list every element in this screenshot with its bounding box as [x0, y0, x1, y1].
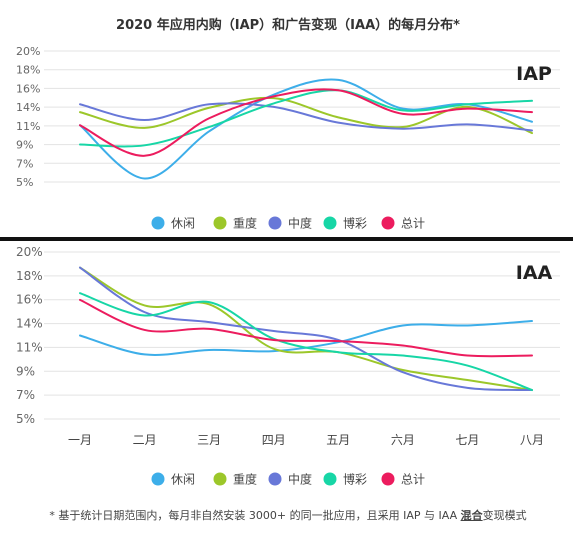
legend-label: 博彩 [343, 216, 367, 231]
panel-divider [0, 237, 573, 241]
x-tick-label: 七月 [455, 433, 479, 447]
legend: 休闲 重度 中度 博彩 总计 [151, 472, 425, 487]
y-tick-label: 9% [16, 139, 33, 152]
legend-label: 重度 [233, 216, 257, 231]
x-tick-label: 六月 [391, 433, 415, 447]
series-line [79, 292, 533, 392]
panel-label: IAA [516, 262, 553, 284]
footnote-prefix: * 基于统计日期范围内，每月非自然安装 3000+ 的同一批应用，且采用 IAP… [49, 509, 461, 522]
chart-panel-iap: 20% 18% 16% 14% 11% 9% 7% 5% IAP 休闲 重度 中度 博彩 总计 [16, 45, 560, 231]
legend-label: 休闲 [171, 473, 195, 487]
legend-swatch [268, 216, 282, 230]
chart-panel-iaa: 20% 18% 16% 14% 11% 9% 7% 5% IAA 一月 二月 三月 四月 五月 六月 七月 八月… [16, 245, 560, 487]
y-tick-label: 18% [16, 64, 40, 77]
legend-label: 博彩 [343, 472, 367, 487]
legend-label: 中度 [288, 472, 312, 487]
legend-swatch [213, 216, 227, 230]
series-line [79, 266, 533, 392]
y-tick-label: 14% [16, 317, 43, 331]
legend: 休闲 重度 中度 博彩 总计 [151, 216, 425, 231]
y-tick-label: 9% [16, 364, 35, 378]
y-tick-label: 7% [16, 388, 35, 402]
x-tick-label: 四月 [262, 433, 286, 447]
series-line [79, 102, 533, 132]
y-tick-label: 20% [16, 245, 43, 259]
series-line [79, 266, 533, 392]
y-tick-label: 20% [16, 45, 40, 58]
y-tick-label: 11% [16, 340, 43, 354]
x-tick-label: 五月 [326, 433, 350, 447]
y-tick-label: 16% [16, 82, 40, 95]
legend-swatch [151, 472, 165, 486]
series-line [79, 96, 533, 135]
legend-swatch [381, 472, 395, 486]
x-tick-label: 二月 [133, 433, 157, 447]
x-tick-label: 一月 [68, 433, 92, 447]
footnote-highlight: 混合 [460, 509, 483, 522]
y-tick-label: 16% [16, 293, 43, 307]
y-tick-label: 18% [16, 269, 43, 283]
y-tick-label: 11% [16, 120, 40, 133]
legend-swatch [381, 216, 395, 230]
legend-swatch [151, 216, 165, 230]
legend-label: 总计 [401, 217, 425, 231]
series-line [79, 88, 533, 157]
series-line [79, 89, 533, 148]
y-tick-label: 14% [16, 101, 40, 114]
legend-swatch [323, 472, 337, 486]
legend-swatch [213, 472, 227, 486]
y-tick-label: 5% [16, 412, 35, 426]
chart-title: 2020 年应用内购（IAP）和广告变现（IAA）的每月分布* [116, 18, 460, 33]
legend-label: 总计 [401, 473, 425, 487]
panel-label: IAP [516, 63, 552, 85]
legend-label: 休闲 [171, 217, 195, 231]
series-line [79, 78, 533, 180]
legend-label: 中度 [288, 216, 312, 231]
legend-swatch [323, 216, 337, 230]
legend-swatch [268, 472, 282, 486]
x-tick-label: 八月 [520, 433, 544, 447]
footnote-suffix: 变现模式 [482, 509, 527, 522]
legend-label: 重度 [233, 472, 257, 487]
series-line [79, 320, 533, 356]
x-tick-label: 三月 [197, 433, 221, 447]
footnote: * 基于统计日期范围内，每月非自然安装 3000+ 的同一批应用，且采用 IAP… [0, 507, 576, 523]
series-line [79, 298, 533, 358]
y-tick-label: 5% [16, 176, 33, 189]
y-tick-label: 7% [16, 157, 33, 170]
